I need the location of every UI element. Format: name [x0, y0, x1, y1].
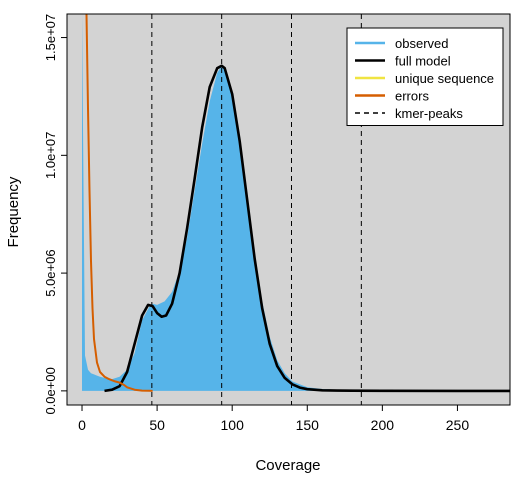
- x-tick-label: 150: [296, 417, 320, 433]
- errors-line: [85, 14, 153, 392]
- legend-label: kmer-peaks: [395, 106, 463, 121]
- y-tick-label: 1.0e+07: [43, 132, 58, 179]
- x-tick-label: 100: [221, 417, 245, 433]
- legend-label: errors: [395, 89, 429, 104]
- full-model-line: [104, 64, 510, 393]
- x-axis-label: Coverage: [255, 457, 320, 474]
- y-tick-label: 1.5e+07: [43, 14, 58, 61]
- x-tick-label: 0: [78, 417, 86, 433]
- plot-frame: [66, 13, 511, 406]
- x-tick-label: 250: [446, 417, 470, 433]
- observed-area: [82, 14, 510, 391]
- y-tick-label: 5.0e+06: [43, 249, 58, 296]
- y-tick-label: 0.0e+00: [43, 367, 58, 414]
- legend-label: full model: [395, 54, 451, 69]
- legend-label: unique sequence: [395, 71, 494, 86]
- x-tick-label: 200: [371, 417, 395, 433]
- x-tick-label: 50: [149, 417, 165, 433]
- y-axis-label: Frequency: [5, 176, 22, 247]
- legend-label: observed: [395, 36, 448, 51]
